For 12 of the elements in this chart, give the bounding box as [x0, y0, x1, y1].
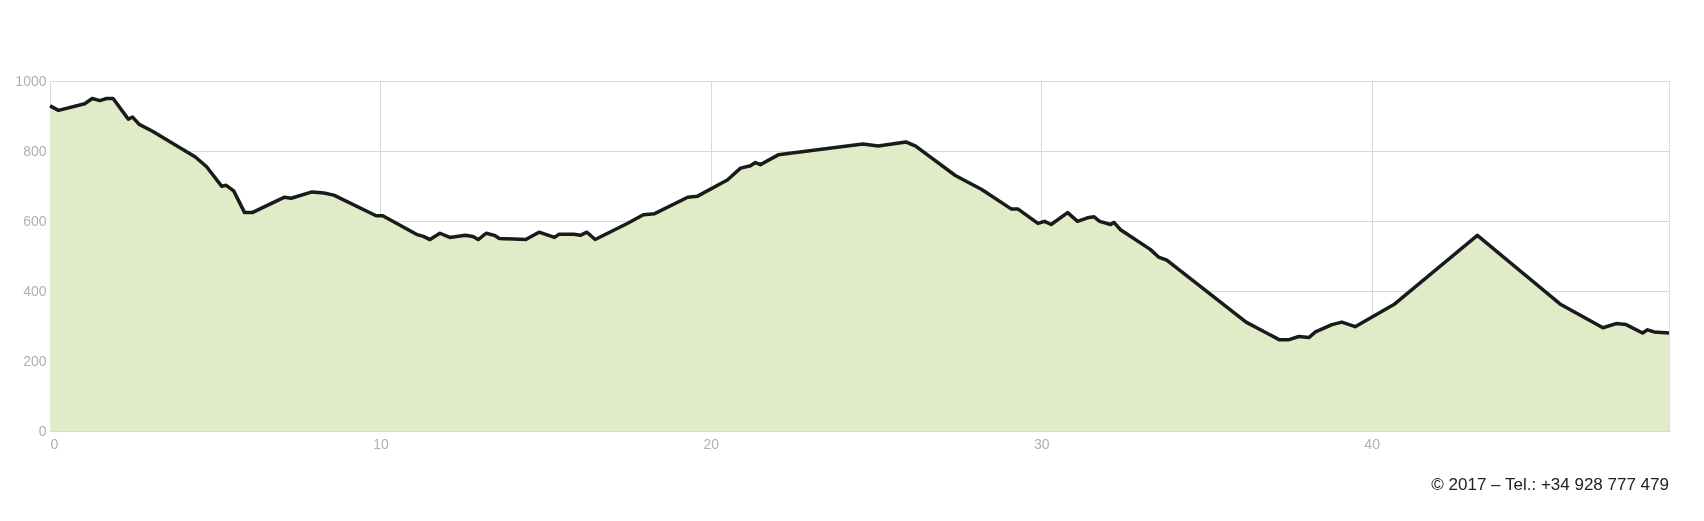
- x-tick-label: 30: [1033, 435, 1050, 452]
- y-tick-label: 0: [38, 422, 47, 439]
- x-tick-label: 20: [703, 435, 720, 452]
- x-tick-label: 10: [373, 435, 389, 452]
- text: © 2017 – Tel.: +34 928 777 479: [1431, 475, 1669, 494]
- y-tick-label: 800: [23, 142, 47, 159]
- y-tick-label: 400: [23, 282, 47, 299]
- y-tick-label: 600: [23, 212, 47, 229]
- x-tick-label: 0: [50, 435, 59, 452]
- x-tick-label: 40: [1364, 435, 1381, 452]
- y-tick-label: 1000: [15, 72, 47, 89]
- y-tick-label: 200: [23, 352, 47, 369]
